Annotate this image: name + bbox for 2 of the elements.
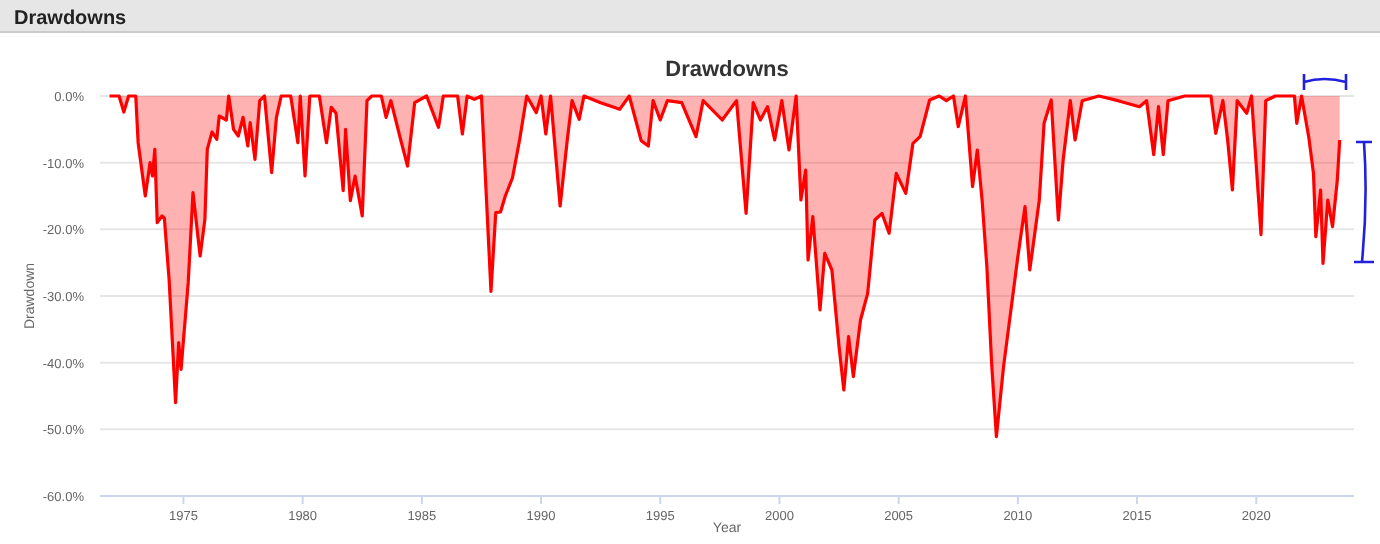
text: Drawdowns <box>14 8 128 30</box>
chart-title: Drawdowns <box>665 58 789 82</box>
